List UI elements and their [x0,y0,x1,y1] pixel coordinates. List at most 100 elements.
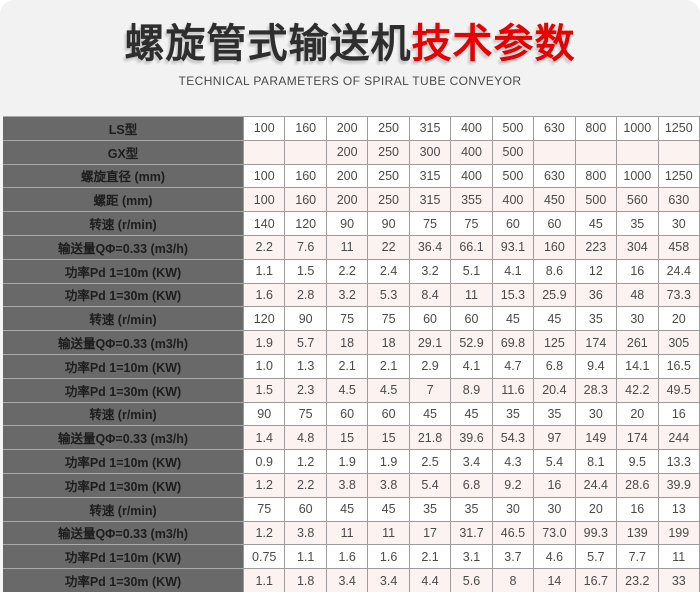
data-cell: 45 [574,211,618,236]
data-cell: 160 [284,116,327,141]
data-cell: 1250 [657,116,700,141]
data-cell: 42.2 [616,377,659,403]
data-cell: 315 [408,116,452,141]
table-row: 转速 (r/min) 90 75 60 60 45 45 35 35 30 20 16 [0,401,700,427]
data-cell: 28.6 [616,472,659,498]
data-cell: 560 [616,187,659,213]
table-row: 螺距 (mm) 100 160 200 250 315 355 400 450 500 560 630 [0,187,700,213]
row-label: 输送量QΦ=0.33 (m3/h) [0,234,244,260]
data-cell: 5.7 [574,544,618,570]
data-cell: 60 [325,401,369,427]
data-cell: 11 [367,520,410,546]
data-cell: 75 [450,211,493,236]
data-cell: 400 [450,163,493,189]
data-cell: 52.9 [450,330,493,355]
data-cell: 18 [367,330,410,355]
data-cell: 4.5 [367,377,410,403]
data-cell: 90 [325,211,369,236]
data-cell: 1.2 [242,520,286,546]
data-cell: 139 [616,520,659,546]
data-cell: 13 [657,496,700,522]
data-cell: 4.7 [491,353,535,379]
row-label: 转速 (r/min) [0,401,244,427]
data-cell: 1.5 [284,258,327,284]
data-cell: 75 [408,211,452,236]
data-cell: 160 [533,234,576,260]
data-cell [616,139,659,165]
page-title: 螺旋管式输送机技术参数 [0,21,700,67]
data-cell: 35 [533,401,576,427]
data-cell: 16 [657,401,700,427]
data-cell: 3.8 [325,472,369,498]
data-cell: 73.0 [533,520,576,546]
data-cell: 100 [242,163,286,189]
data-cell: 4.1 [450,353,493,379]
data-cell: 1.3 [284,353,327,379]
data-cell: 223 [574,234,618,260]
data-cell: 4.1 [491,258,535,284]
data-cell: 250 [367,116,410,141]
data-cell: 48 [616,282,659,308]
table-row: 功率Pd 1=30m (KW) 1.6 2.8 3.2 5.3 8.4 11 15.3 25.9… [0,282,700,308]
data-cell: 9.4 [574,353,618,379]
row-label: 输送量QΦ=0.33 (m3/h) [0,520,244,546]
data-cell: 49.5 [657,377,700,403]
data-cell: 1.1 [242,258,286,284]
data-cell: 1.6 [325,544,369,570]
row-label: LS型 [0,116,244,141]
data-cell: 60 [367,401,410,427]
data-cell: 458 [657,234,700,260]
data-cell: 4.8 [284,425,327,451]
data-cell: 7.6 [284,234,327,260]
data-cell: 1.2 [242,472,286,498]
data-cell: 200 [325,116,369,141]
data-cell: 45 [450,401,493,427]
data-cell: 75 [367,306,410,332]
data-cell: 100 [242,187,286,213]
data-cell: 16 [533,472,576,498]
data-cell: 35 [408,496,452,522]
data-cell: 3.4 [450,449,493,474]
data-cell [242,139,286,165]
parameters-table: LS型 100 160 200 250 315 400 500 630 800 1000 1250 GX… [0,116,700,592]
data-cell: 250 [367,187,410,213]
data-cell: 14 [533,568,576,592]
data-cell: 800 [574,116,618,141]
data-cell: 11 [450,282,493,308]
data-cell: 24.4 [574,472,618,498]
table-row: 功率Pd 1=30m (KW) 1.5 2.3 4.5 4.5 7 8.9 11.6 20.4 2… [0,377,700,403]
data-cell: 1.2 [284,449,327,474]
data-cell: 200 [325,163,369,189]
data-cell: 8.1 [574,449,618,474]
data-cell: 4.3 [491,449,535,474]
data-cell: 20 [574,496,618,522]
data-cell: 1.9 [367,449,410,474]
data-cell: 200 [325,139,369,165]
data-cell: 149 [574,425,618,451]
data-cell: 1.5 [242,377,286,403]
table-row: 螺旋直径 (mm) 100 160 200 250 315 400 500 630 800 1000… [0,163,700,189]
data-cell: 630 [533,163,576,189]
row-label: 转速 (r/min) [0,306,244,332]
data-cell: 300 [408,139,452,165]
data-cell: 2.5 [408,449,452,474]
data-cell: 4.6 [533,544,576,570]
table-row: 输送量QΦ=0.33 (m3/h) 1.2 3.8 11 11 17 31.7 46.5 73.… [0,520,700,546]
data-cell: 9.5 [616,449,659,474]
data-cell: 28.3 [574,377,618,403]
data-cell: 3.7 [491,544,535,570]
data-cell: 500 [491,139,535,165]
page-subtitle: TECHNICAL PARAMETERS OF SPIRAL TUBE CONV… [178,74,522,88]
data-cell: 7 [408,377,452,403]
data-cell: 6.8 [450,472,493,498]
data-cell: 16 [616,258,659,284]
data-cell: 25.9 [533,282,576,308]
table-row: 功率Pd 1=30m (KW) 1.1 1.8 3.4 3.4 4.4 5.6 8 14 16.7… [0,568,700,592]
data-cell: 304 [616,234,659,260]
data-cell: 3.2 [325,282,369,308]
data-cell: 5.1 [450,258,493,284]
data-cell: 75 [325,306,369,332]
data-cell: 11 [325,520,369,546]
data-cell: 12 [574,258,618,284]
